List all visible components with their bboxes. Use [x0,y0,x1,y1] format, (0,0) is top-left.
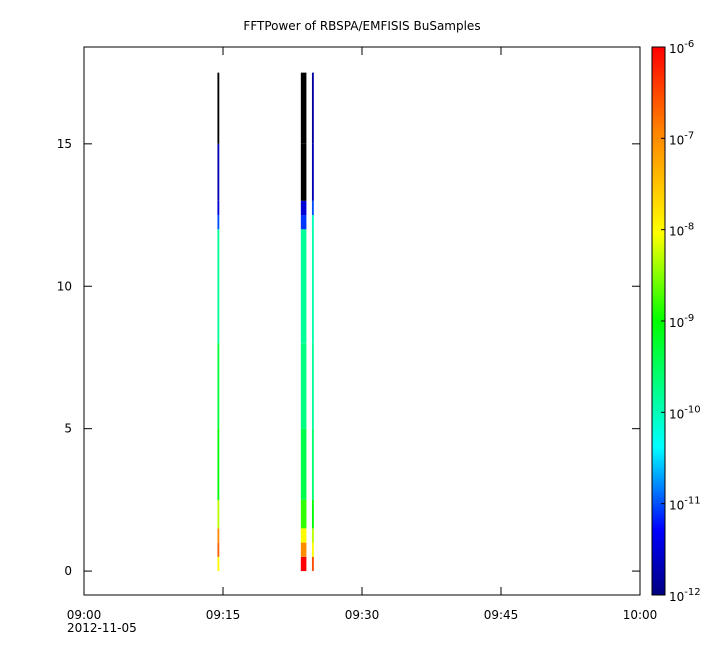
spectrogram-cell [311,499,314,529]
spectrogram-cell [217,215,220,230]
spectrogram-cell [217,143,220,201]
spectrogram-cell [300,72,307,144]
y-tick-label: 10 [57,279,72,293]
spectrogram-cell [311,229,314,344]
spectrogram-cell [311,200,314,216]
colorbar-tick-base: 10 [669,590,684,604]
spectrogram-cell [300,200,307,216]
x-tick-label: 10:00 [623,608,658,622]
spectrogram-cell [300,143,307,201]
colorbar-tick-label: 10-10 [669,404,701,421]
chart-title: FFTPower of RBSPA/EMFISIS BuSamples [243,19,480,33]
spectrogram-cell [217,556,220,572]
colorbar-tick-exponent: -9 [684,313,694,324]
colorbar-tick-base: 10 [669,407,684,421]
spectrogram-cell [311,528,314,543]
spectrogram-cell [311,343,314,429]
colorbar-tick-base: 10 [669,316,684,330]
colorbar-tick-base: 10 [669,499,684,513]
spectrogram-cell [217,229,220,344]
spectrogram-cell [311,215,314,230]
colorbar-tick-base: 10 [669,133,684,147]
spectrogram-cell [300,528,307,543]
colorbar-tick-label: 10-7 [669,130,694,147]
spectrogram-cell [311,556,314,572]
colorbar-tick-exponent: -10 [684,404,700,415]
colorbar-tick-label: 10-9 [669,313,694,330]
colorbar-tick-exponent: -11 [684,496,700,507]
x-date-label: 2012-11-05 [67,621,137,635]
spectrogram-cell [311,428,314,500]
colorbar-tick-base: 10 [669,42,684,56]
spectrogram-cell [217,343,220,429]
y-tick-label: 5 [64,422,72,436]
colorbar-tick-exponent: -7 [684,130,694,141]
spectrogram-cell [311,72,314,144]
x-tick-label: 09:00 [67,608,102,622]
spectrogram-cell [217,528,220,543]
colorbar-tick-label: 10-6 [669,39,694,56]
spectrogram-cell [217,499,220,529]
colorbar-tick-exponent: -8 [684,222,694,233]
spectrogram-cell [300,343,307,429]
colorbar-tick-exponent: -12 [684,587,700,598]
spectrogram-cell [300,542,307,557]
colorbar-tick-label: 10-11 [669,496,701,513]
x-tick-label: 09:30 [345,608,380,622]
colorbar-tick-base: 10 [669,225,684,239]
spectrogram-cell [217,428,220,500]
spectrogram-cell [217,200,220,216]
spectrogram-cell [300,229,307,344]
colorbar-tick-exponent: -6 [684,39,694,50]
spectrogram-cell [300,215,307,230]
spectrogram-cell [217,72,220,144]
spectrogram-cell [217,542,220,557]
colorbar-tick-label: 10-12 [669,587,701,604]
x-tick-label: 09:45 [484,608,519,622]
spectrogram-cell [300,428,307,500]
spectrogram-cell [311,542,314,557]
y-tick-label: 0 [64,564,72,578]
spectrogram-cell [300,556,307,572]
plot-frame [83,46,641,596]
x-tick-label: 09:15 [206,608,241,622]
colorbar-tick-label: 10-8 [669,222,694,239]
spectrogram-cell [311,143,314,201]
spectrogram-cell [300,499,307,529]
y-tick-label: 15 [57,137,72,151]
